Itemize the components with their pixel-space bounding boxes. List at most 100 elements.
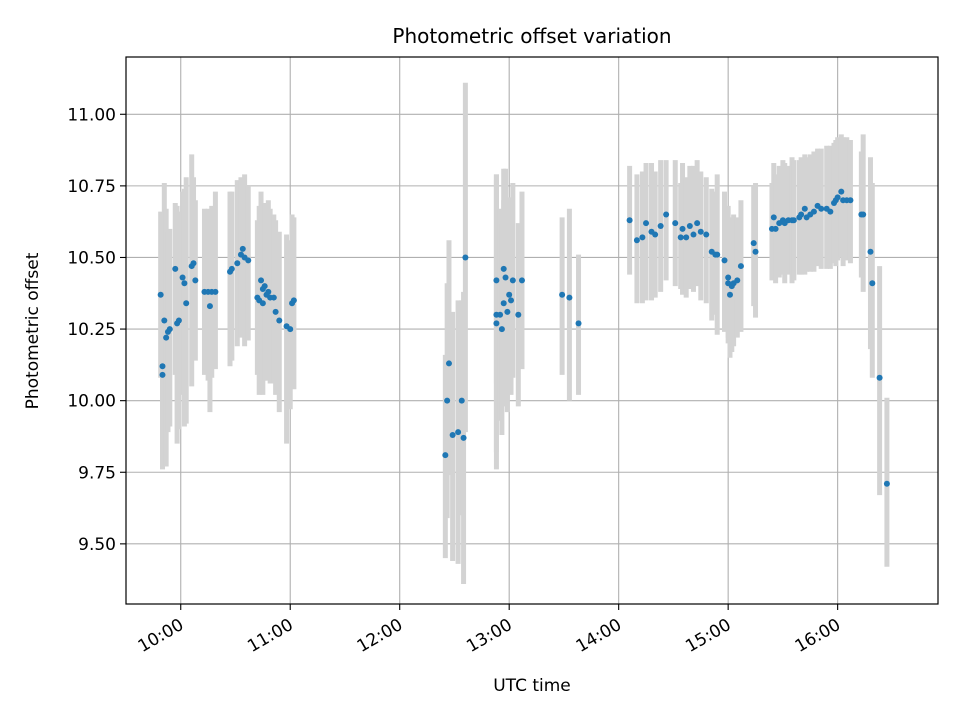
data-point: [259, 300, 266, 307]
data-point: [245, 257, 252, 264]
data-point: [575, 320, 582, 327]
data-point: [697, 228, 704, 235]
data-point: [770, 214, 777, 221]
data-point: [734, 277, 741, 284]
y-tick-label: 10.50: [67, 248, 116, 268]
data-point: [677, 234, 684, 241]
data-point: [643, 220, 650, 227]
data-point: [161, 317, 168, 324]
data-point: [703, 231, 710, 238]
y-tick-label: 10.25: [67, 320, 116, 340]
data-point: [265, 288, 272, 295]
data-point: [725, 274, 732, 281]
data-point: [163, 334, 170, 341]
data-point: [801, 205, 808, 212]
data-point: [694, 220, 701, 227]
data-point: [190, 260, 197, 267]
data-point: [172, 265, 179, 272]
data-point: [272, 308, 279, 315]
data-point: [175, 317, 182, 324]
data-point: [869, 280, 876, 287]
data-point: [663, 211, 670, 218]
data-point: [518, 277, 525, 284]
data-point: [834, 194, 841, 201]
data-point: [270, 294, 277, 301]
data-point: [652, 231, 659, 238]
data-point: [847, 197, 854, 204]
data-point: [498, 326, 505, 333]
data-point: [883, 480, 890, 487]
data-point: [460, 434, 467, 441]
data-point: [639, 234, 646, 241]
data-point: [798, 211, 805, 218]
data-point: [506, 291, 513, 298]
data-point: [633, 237, 640, 244]
data-point: [183, 300, 190, 307]
y-tick-label: 11.00: [67, 105, 116, 125]
data-point: [239, 245, 246, 252]
data-point: [462, 254, 469, 261]
y-axis-title: Photometric offset: [23, 252, 43, 409]
data-point: [860, 211, 867, 218]
data-point: [442, 452, 449, 459]
data-point: [458, 397, 465, 404]
data-point: [867, 248, 874, 255]
plot-frame: [125, 56, 939, 605]
data-point: [290, 297, 297, 304]
y-tick-label: 9.50: [78, 535, 116, 555]
data-point: [228, 265, 235, 272]
data-point: [679, 225, 686, 232]
data-point: [515, 311, 522, 318]
data-point: [838, 188, 845, 195]
chart-title: Photometric offset variation: [392, 24, 671, 48]
y-axis: 9.50 9.75 10.00 10.25 10.50 10.75 11.00: [67, 105, 126, 555]
data-point: [559, 291, 566, 298]
data-point: [509, 277, 516, 284]
data-point: [504, 308, 511, 315]
data-point: [714, 251, 721, 258]
data-point: [493, 320, 500, 327]
data-point: [287, 326, 294, 333]
grid: [126, 57, 938, 604]
data-point: [179, 274, 186, 281]
data-point: [445, 360, 452, 367]
data-point: [657, 222, 664, 229]
data-point: [772, 225, 779, 232]
data-point: [876, 374, 883, 381]
data-point: [818, 205, 825, 212]
data-point: [444, 397, 451, 404]
data-point: [810, 208, 817, 215]
data-point: [502, 274, 509, 281]
data-point: [721, 257, 728, 264]
y-tick-label: 10.75: [67, 177, 116, 197]
data-point: [508, 297, 515, 304]
data-point: [672, 220, 679, 227]
data-point: [827, 208, 834, 215]
data-point: [500, 300, 507, 307]
data-point: [737, 263, 744, 270]
data-point: [455, 429, 462, 436]
data-point: [750, 240, 757, 247]
data-point: [752, 248, 759, 255]
data-point: [157, 291, 164, 298]
data-point: [181, 280, 188, 287]
data-point: [686, 222, 693, 229]
data-point: [726, 291, 733, 298]
data-point: [212, 288, 219, 295]
data-point: [234, 260, 241, 267]
data-points: [157, 188, 890, 487]
data-point: [690, 231, 697, 238]
data-point: [159, 363, 166, 370]
x-axis-title: UTC time: [493, 676, 571, 696]
y-tick-label: 9.75: [78, 463, 116, 483]
data-point: [159, 371, 166, 378]
y-tick-label: 10.00: [67, 392, 116, 412]
data-point: [500, 265, 507, 272]
data-point: [276, 317, 283, 324]
data-point: [206, 303, 213, 310]
data-point: [626, 217, 633, 224]
data-point: [493, 277, 500, 284]
data-point: [566, 294, 573, 301]
data-point: [261, 283, 268, 290]
